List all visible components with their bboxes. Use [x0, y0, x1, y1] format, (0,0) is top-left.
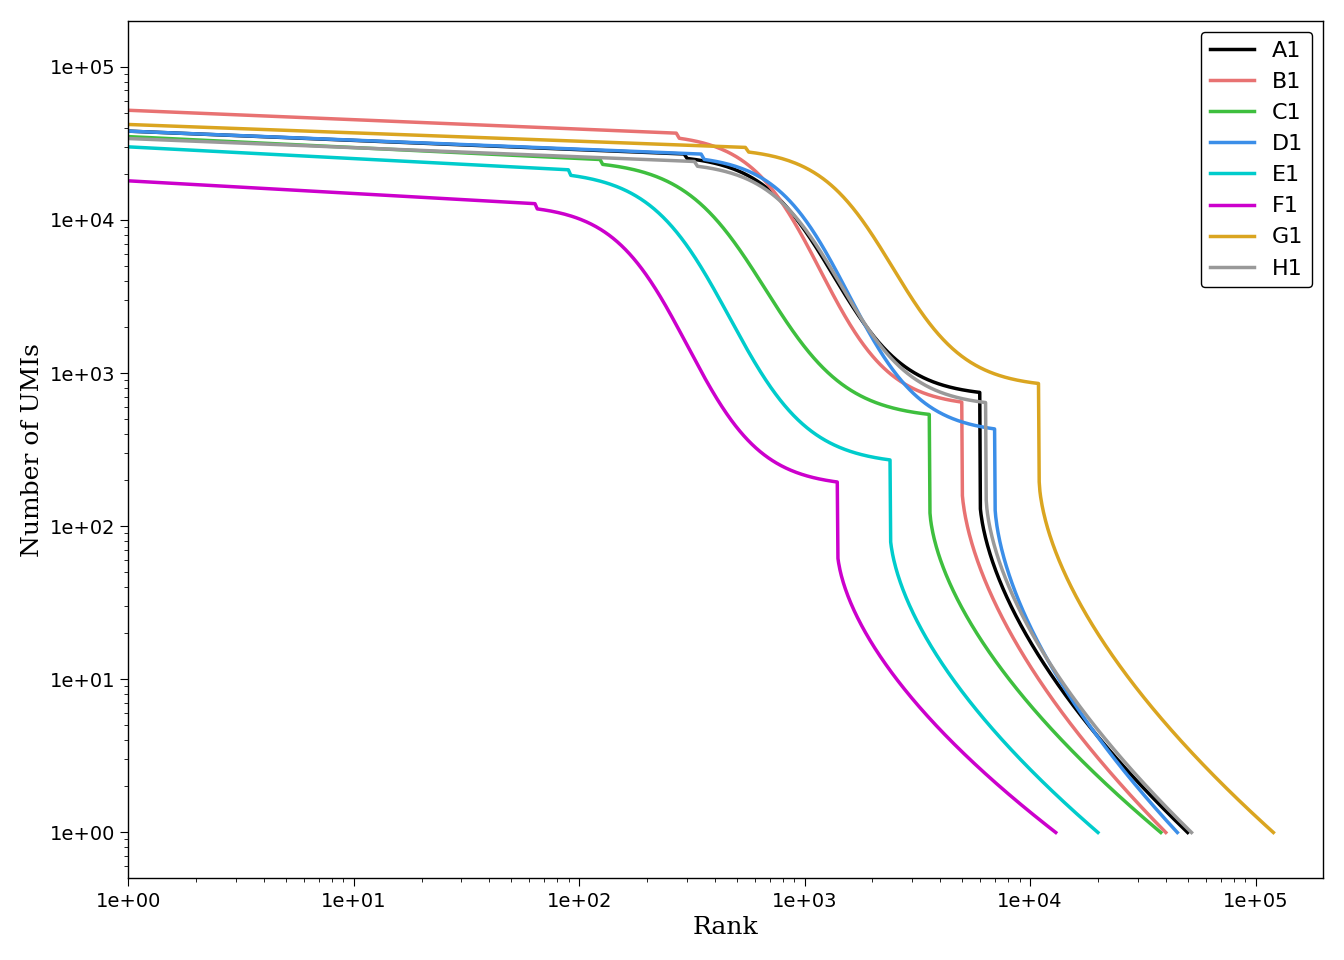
G1: [554, 134, 570, 146]
F1: [1048, 827, 1064, 838]
E1: [781, 404, 797, 416]
E1: [120, 141, 136, 153]
A1: [876, 343, 892, 354]
G1: [870, 237, 886, 249]
C1: [339, 141, 355, 153]
B1: [372, 115, 388, 127]
Line: E1: E1: [128, 147, 1098, 832]
D1: [120, 126, 136, 137]
Line: F1: F1: [128, 180, 1056, 832]
E1: [184, 144, 200, 156]
Line: A1: A1: [128, 132, 1188, 832]
G1: [120, 119, 136, 131]
C1: [460, 147, 476, 158]
H1: [520, 149, 536, 160]
A1: [810, 245, 827, 256]
D1: [1169, 827, 1185, 838]
D1: [891, 372, 907, 384]
D1: [825, 259, 841, 271]
H1: [379, 143, 395, 155]
C1: [1153, 827, 1169, 838]
C1: [818, 365, 835, 376]
Legend: A1, B1, C1, D1, E1, F1, G1, H1: A1, B1, C1, D1, E1, F1, G1, H1: [1200, 32, 1312, 287]
A1: [515, 142, 531, 154]
F1: [663, 310, 679, 322]
G1: [935, 334, 952, 346]
D1: [382, 135, 398, 147]
F1: [120, 175, 136, 186]
H1: [1077, 708, 1093, 719]
H1: [120, 132, 136, 144]
B1: [1051, 704, 1067, 715]
F1: [417, 192, 433, 204]
B1: [1157, 827, 1173, 838]
A1: [120, 126, 136, 137]
A1: [1180, 827, 1196, 838]
Y-axis label: Number of UMIs: Number of UMIs: [22, 343, 44, 557]
H1: [883, 352, 899, 364]
D1: [1073, 707, 1089, 718]
A1: [1071, 708, 1087, 720]
G1: [1146, 705, 1163, 716]
E1: [982, 720, 999, 732]
Line: B1: B1: [128, 110, 1165, 832]
B1: [509, 121, 526, 132]
F1: [732, 426, 749, 438]
F1: [312, 186, 328, 198]
E1: [704, 280, 720, 292]
Line: D1: D1: [128, 132, 1177, 832]
F1: [180, 179, 196, 190]
X-axis label: Rank: Rank: [692, 916, 758, 939]
H1: [817, 252, 833, 264]
Line: H1: H1: [128, 138, 1192, 832]
G1: [401, 130, 417, 141]
C1: [188, 134, 204, 146]
A1: [199, 129, 215, 140]
D1: [202, 129, 218, 140]
B1: [860, 346, 876, 357]
B1: [797, 236, 813, 248]
A1: [375, 136, 391, 148]
B1: [198, 108, 214, 119]
E1: [438, 157, 454, 169]
C1: [739, 255, 755, 267]
E1: [1090, 827, 1106, 838]
H1: [200, 136, 216, 148]
Line: C1: C1: [128, 136, 1161, 832]
G1: [1265, 827, 1281, 838]
C1: [120, 131, 136, 142]
E1: [325, 152, 341, 163]
H1: [1184, 827, 1200, 838]
D1: [526, 141, 542, 153]
F1: [935, 728, 952, 739]
G1: [207, 122, 223, 133]
B1: [120, 105, 136, 116]
C1: [1035, 714, 1051, 726]
Line: G1: G1: [128, 125, 1273, 832]
